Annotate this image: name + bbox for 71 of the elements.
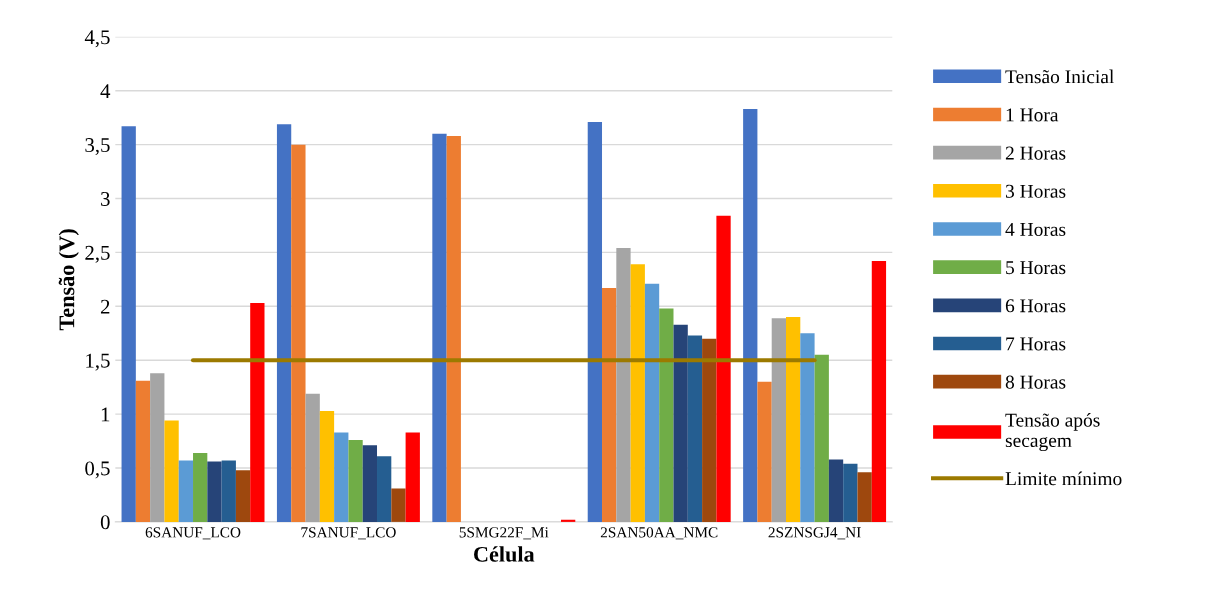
- bar: [405, 432, 420, 522]
- bar: [743, 109, 758, 522]
- bar: [362, 445, 378, 522]
- bar: [644, 283, 660, 522]
- y-tick-label: 1,5: [86, 353, 110, 371]
- bar: [178, 460, 194, 522]
- bar: [334, 432, 349, 522]
- bar: [391, 488, 406, 522]
- y-tick-label: 3,5: [85, 138, 110, 156]
- bar: [164, 420, 179, 522]
- bar: [602, 287, 617, 522]
- bar: [348, 439, 363, 522]
- bar: [587, 121, 603, 522]
- x-tick-label: 2SZNSGJ4_NI: [768, 527, 861, 540]
- y-tick-label: 1: [101, 407, 110, 422]
- bar: [193, 452, 208, 522]
- x-tick-label: 6SANUF_LCO: [145, 527, 241, 540]
- bar: [432, 133, 447, 522]
- legend-label: Tensão Inicial: [1005, 69, 1114, 84]
- bar: [319, 410, 335, 522]
- legend-label: 2 Horas: [1005, 146, 1066, 160]
- bar: [673, 324, 688, 522]
- bar: [659, 308, 674, 522]
- bar: [150, 373, 165, 522]
- bar: [305, 393, 320, 522]
- bar: [291, 144, 306, 522]
- bar: [786, 317, 801, 522]
- bar: [843, 463, 858, 522]
- x-axis-title: Célula: [474, 546, 535, 562]
- legend-label: 4 Horas: [1005, 222, 1066, 236]
- legend-label: 8 Horas: [1005, 375, 1066, 389]
- legend-label: 7 Horas: [1006, 337, 1066, 351]
- x-tick-label: 7SANUF_LCO: [301, 527, 396, 540]
- legend-label: 1 Hora: [1006, 108, 1059, 122]
- y-tick-label: 4: [100, 84, 111, 98]
- x-tick-label: 2SAN50AA_NMC: [600, 527, 718, 540]
- bar: [121, 126, 136, 522]
- bar: [828, 459, 844, 522]
- bar: [135, 380, 151, 522]
- bar: [630, 264, 645, 522]
- bar: [250, 303, 265, 522]
- x-tick-label: 5SMG22F_Mi: [459, 527, 549, 540]
- bar: [207, 461, 222, 522]
- bar: [560, 519, 576, 522]
- legend-label: Tensão após secagem: [1005, 413, 1100, 452]
- legend-label: 5 Horas: [1006, 261, 1066, 275]
- bar: [687, 335, 703, 522]
- legend-label: Limite mínimo: [1005, 471, 1122, 486]
- legend-label: 6 Horas: [1005, 299, 1066, 313]
- y-tick-label: 0: [100, 515, 110, 530]
- bar: [857, 472, 872, 522]
- bar: [235, 470, 251, 522]
- bar: [771, 318, 786, 522]
- bar: [276, 124, 292, 522]
- y-tick-label: 2: [100, 299, 110, 314]
- bar: [221, 460, 236, 522]
- bar: [702, 338, 717, 522]
- bar: [377, 456, 392, 522]
- bar: [800, 333, 815, 522]
- y-axis-title: Tensão (V): [58, 229, 79, 331]
- y-tick-label: 0,5: [85, 461, 110, 479]
- bar: [871, 261, 887, 522]
- bar: [616, 248, 631, 522]
- y-tick-label: 2,5: [85, 245, 110, 263]
- y-tick-label: 3: [101, 191, 110, 206]
- bar: [446, 136, 461, 522]
- y-tick-label: 4,5: [84, 30, 110, 48]
- bar: [757, 381, 772, 522]
- bar: [814, 354, 829, 522]
- bar: [716, 215, 731, 522]
- legend-label: 3 Horas: [1005, 184, 1066, 198]
